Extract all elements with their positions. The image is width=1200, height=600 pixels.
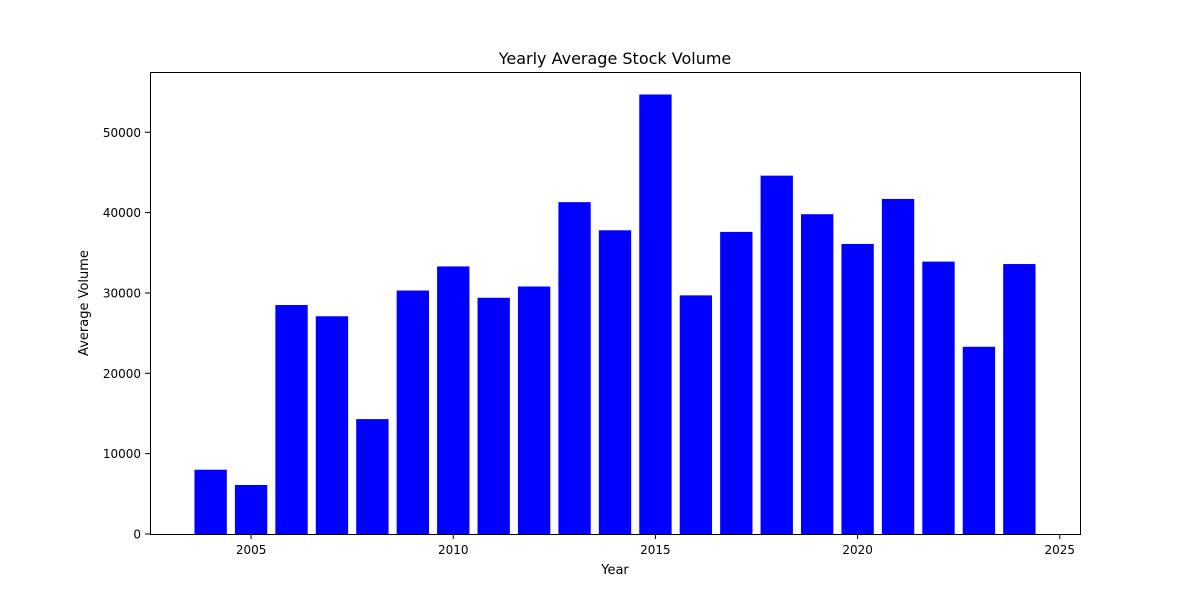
x-tick-label: 2015 — [640, 543, 671, 557]
bar-2004 — [194, 469, 227, 534]
y-tick-label: 20000 — [103, 367, 141, 381]
bar-2006 — [275, 305, 308, 534]
y-tick-label: 10000 — [103, 447, 141, 461]
y-axis-label: Average Volume — [77, 250, 92, 356]
bar-2009 — [396, 290, 429, 534]
bar-2022 — [922, 261, 955, 534]
bar-2016 — [679, 295, 713, 534]
x-axis-label: Year — [600, 563, 629, 578]
bar-2019 — [801, 214, 834, 535]
y-tick-label: 0 — [133, 528, 141, 542]
bar-2015 — [639, 94, 672, 535]
bar-2024 — [1003, 264, 1036, 534]
y-tick-label: 50000 — [103, 126, 141, 140]
bar-2010 — [437, 266, 470, 534]
y-tick-label: 30000 — [103, 286, 141, 300]
y-tick-label: 40000 — [103, 206, 141, 220]
bar-2017 — [720, 231, 753, 534]
x-tick-label: 2020 — [842, 543, 873, 557]
bar-2011 — [477, 297, 510, 534]
x-axis: 2005 2010 2015 2020 2025 — [236, 534, 1075, 557]
bars-group — [194, 94, 1036, 535]
bar-2007 — [315, 316, 349, 534]
bar-2008 — [356, 419, 389, 534]
x-tick-label: 2010 — [438, 543, 469, 557]
bar-2014 — [598, 230, 632, 534]
bar-2020 — [841, 243, 874, 535]
x-tick-label: 2005 — [236, 543, 267, 557]
bar-2023 — [962, 346, 996, 534]
plot-frame — [150, 72, 1081, 535]
chart-title: Yearly Average Stock Volume — [498, 49, 732, 68]
bar-2018 — [760, 175, 793, 535]
x-tick-label: 2025 — [1045, 543, 1076, 557]
bar-2012 — [517, 286, 551, 534]
bar-2013 — [558, 202, 591, 534]
bar-2021 — [881, 198, 915, 534]
bar-2005 — [234, 484, 268, 534]
y-axis: 0 10000 20000 30000 40000 50000 — [103, 126, 150, 542]
